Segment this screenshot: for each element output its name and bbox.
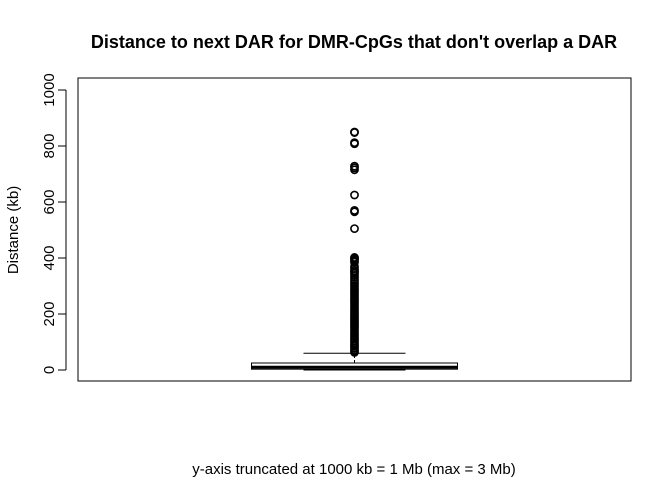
outlier-point bbox=[350, 128, 359, 137]
outlier-point bbox=[350, 190, 359, 200]
x-axis-label: y-axis truncated at 1000 kb = 1 Mb (max … bbox=[192, 461, 515, 478]
y-tick-label: 200 bbox=[41, 301, 58, 326]
y-tick-label: 800 bbox=[41, 133, 58, 158]
y-tick-label: 0 bbox=[41, 366, 58, 374]
outlier-point bbox=[350, 139, 359, 149]
y-tick-label: 1000 bbox=[41, 73, 58, 106]
y-axis: 0 200 400 600 800 1000 bbox=[41, 73, 67, 374]
outlier-point bbox=[350, 224, 359, 233]
plot-frame bbox=[77, 77, 632, 382]
y-tick-label: 600 bbox=[41, 189, 58, 214]
y-tick-label: 400 bbox=[41, 245, 58, 270]
outlier-point bbox=[350, 165, 359, 175]
outlier-group bbox=[350, 127, 359, 357]
outlier-point bbox=[350, 207, 359, 217]
chart-title: Distance to next DAR for DMR-CpGs that d… bbox=[91, 32, 617, 52]
outlier-point bbox=[350, 347, 359, 357]
box-group bbox=[251, 352, 458, 371]
y-axis-label: Distance (kb) bbox=[5, 186, 22, 274]
